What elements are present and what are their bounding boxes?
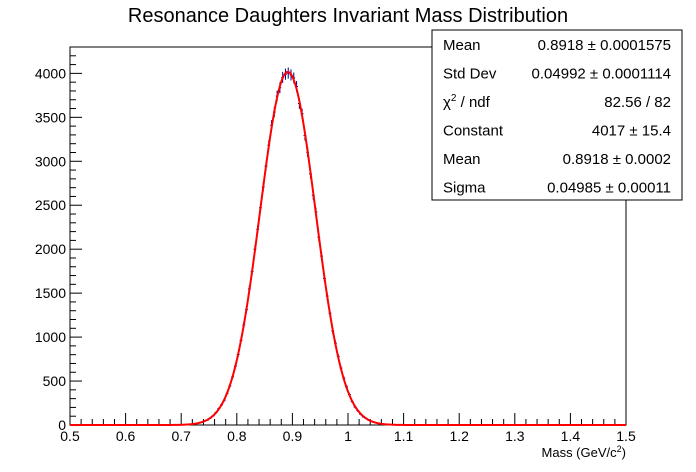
x-tick-label: 0.8 bbox=[227, 428, 247, 444]
x-tick-label: 1.4 bbox=[561, 428, 581, 444]
y-tick-label: 3000 bbox=[35, 153, 66, 169]
stats-value-constant: 4017 ± 15.4 bbox=[592, 123, 671, 140]
stats-value-sigma: 0.04985 ± 0.00011 bbox=[547, 180, 671, 197]
y-tick-label: 1500 bbox=[35, 285, 66, 301]
y-tick-label: 1000 bbox=[35, 329, 66, 345]
x-tick-label: 1.2 bbox=[449, 428, 469, 444]
y-axis: 0 500 1000 1500 2000 2500 3000 3500 4000 bbox=[35, 46, 82, 433]
y-tick-label: 2000 bbox=[35, 241, 66, 257]
stats-value-fit_mean: 0.8918 ± 0.0002 bbox=[563, 151, 671, 168]
stats-box-frame bbox=[431, 29, 683, 201]
x-axis-label: Mass (GeV/c2) bbox=[542, 444, 626, 460]
x-tick-label: 0.6 bbox=[116, 428, 136, 444]
gaussian-fit-curve bbox=[70, 70, 626, 426]
x-tick-label: 1 bbox=[344, 428, 352, 444]
stats-box: Mean 0.8918 ± 0.0001575 Std Dev 0.04992 ± 0… bbox=[431, 29, 683, 201]
y-tick-label: 3500 bbox=[35, 109, 66, 125]
x-axis: 0.5 0.6 0.7 0.8 0.9 1 1.1 1.2 1.3 1.4 1.5 bbox=[60, 413, 636, 444]
stats-label-fit_mean: Mean bbox=[443, 151, 481, 168]
stats-label-constant: Constant bbox=[443, 123, 504, 140]
stats-label-sigma: Sigma bbox=[443, 180, 486, 197]
x-tick-label: 0.9 bbox=[283, 428, 303, 444]
x-tick-label: 0.5 bbox=[60, 428, 80, 444]
y-tick-label: 2500 bbox=[35, 197, 66, 213]
stats-value-chi2: 82.56 / 82 bbox=[604, 94, 671, 111]
chart-title: Resonance Daughters Invariant Mass Distr… bbox=[128, 5, 568, 27]
x-tick-label: 1.1 bbox=[394, 428, 414, 444]
x-tick-label: 0.7 bbox=[171, 428, 191, 444]
y-tick-label: 0 bbox=[58, 417, 66, 433]
stats-label-mean: Mean bbox=[443, 37, 481, 54]
y-tick-label: 500 bbox=[43, 373, 67, 389]
y-tick-label: 4000 bbox=[35, 65, 66, 81]
stats-label-stddev: Std Dev bbox=[443, 66, 497, 83]
stats-value-stddev: 0.04992 ± 0.0001114 bbox=[532, 66, 671, 83]
stats-value-mean: 0.8918 ± 0.0001575 bbox=[538, 37, 671, 54]
stats-label-chi2: χ2 / ndf bbox=[443, 93, 491, 111]
x-tick-label: 1.3 bbox=[505, 428, 525, 444]
x-tick-label: 1.5 bbox=[616, 428, 636, 444]
